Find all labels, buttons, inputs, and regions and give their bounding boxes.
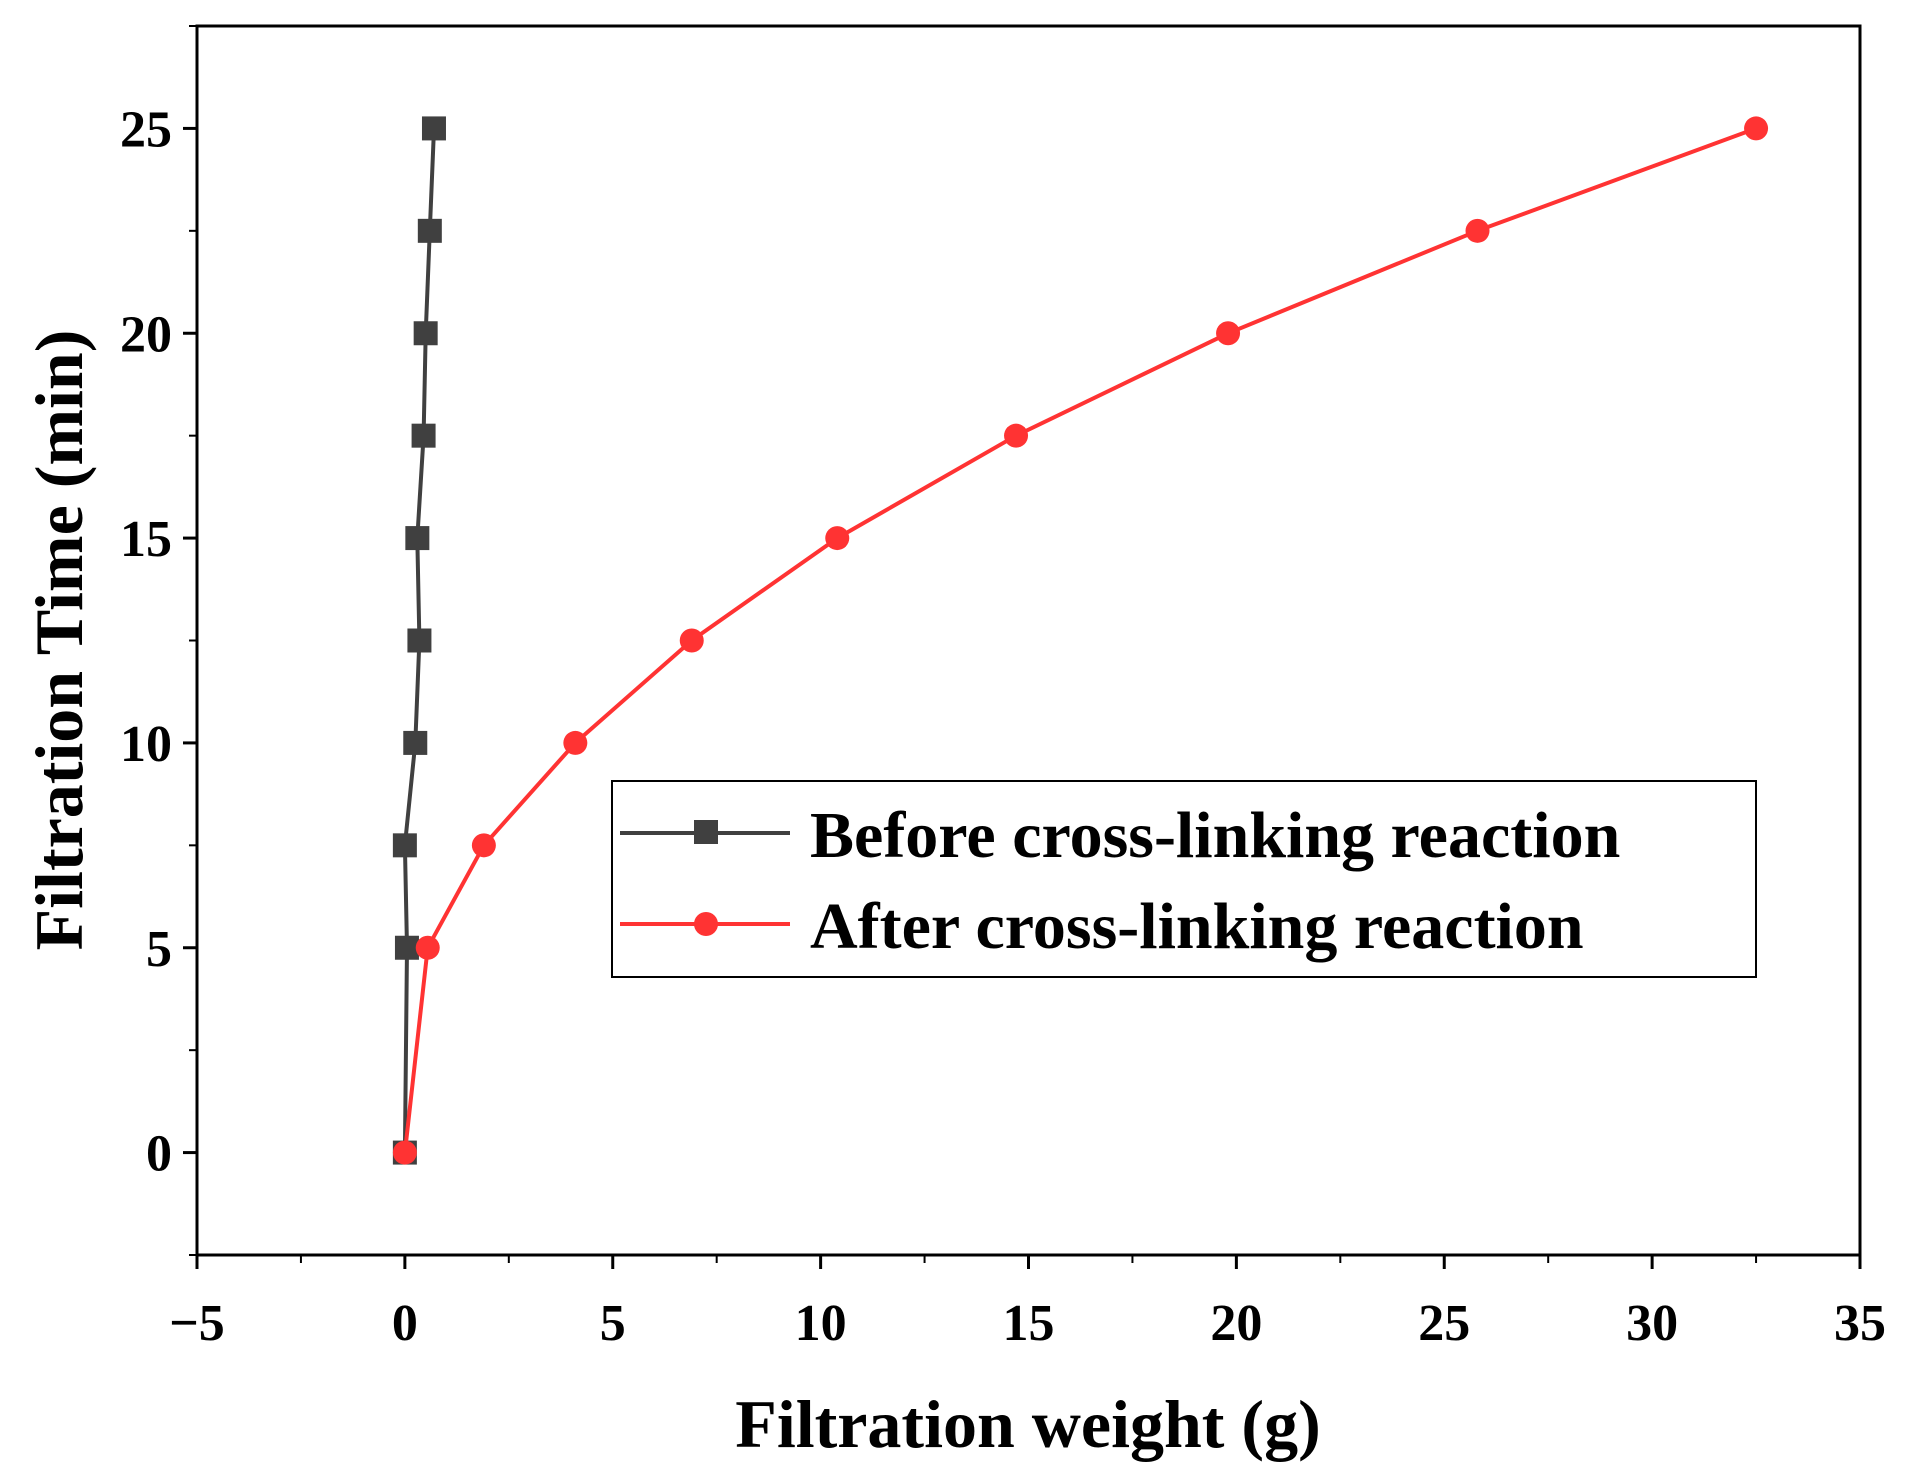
- data-point-after: [679, 628, 704, 653]
- y-tick-label: 5: [146, 921, 172, 978]
- data-point-after: [563, 730, 588, 755]
- x-tick-label: 10: [795, 1295, 847, 1352]
- x-tick-label: 0: [392, 1295, 418, 1352]
- legend: Before cross-linking reaction After cros…: [611, 780, 1757, 978]
- x-tick-label: 20: [1210, 1295, 1262, 1352]
- data-point-after: [1465, 218, 1490, 243]
- data-point-before: [421, 116, 446, 141]
- series-layer: [392, 116, 1769, 1165]
- y-tick-labels: 0 5 10 15 20 25: [120, 101, 172, 1182]
- data-point-before: [407, 628, 432, 653]
- data-point-before: [394, 935, 419, 960]
- x-tick-label: 35: [1834, 1295, 1886, 1352]
- x-tick-label: 25: [1418, 1295, 1470, 1352]
- data-point-before: [411, 423, 436, 448]
- data-point-after: [1004, 423, 1029, 448]
- data-point-before: [403, 730, 428, 755]
- data-point-after: [1744, 116, 1769, 141]
- data-point-after: [415, 935, 440, 960]
- data-point-before: [405, 526, 430, 551]
- x-tick-label: −5: [169, 1295, 225, 1352]
- legend-label-after: After cross-linking reaction: [810, 890, 1584, 963]
- data-point-before: [417, 218, 442, 243]
- data-point-before: [413, 321, 438, 346]
- y-tick-label: 20: [120, 306, 172, 363]
- data-point-before: [392, 833, 417, 858]
- legend-box: [611, 780, 1757, 978]
- series-line-after: [402, 126, 1757, 1153]
- legend-marker-after: [694, 912, 718, 936]
- data-point-after: [471, 833, 496, 858]
- x-tick-label: 15: [1003, 1295, 1055, 1352]
- data-point-after: [1216, 321, 1241, 346]
- y-tick-label: 15: [120, 511, 172, 568]
- y-tick-label: 0: [146, 1126, 172, 1183]
- data-point-after: [825, 526, 850, 551]
- legend-label-before: Before cross-linking reaction: [810, 799, 1620, 872]
- y-tick-label: 10: [120, 716, 172, 773]
- y-axis-title: Filtration Time (min): [21, 330, 97, 951]
- plot-frame: [195, 24, 1862, 1257]
- series-line-before: [402, 128, 436, 1153]
- axis-ticks: [183, 25, 1862, 1269]
- legend-marker-before: [694, 820, 718, 844]
- x-tick-labels: −5 0 5 10 15 20 25 30 35: [169, 1295, 1886, 1352]
- x-tick-label: 30: [1626, 1295, 1678, 1352]
- y-tick-label: 25: [120, 101, 172, 158]
- x-axis-title: Filtration weight (g): [735, 1386, 1320, 1462]
- data-point-after: [392, 1140, 417, 1165]
- x-tick-label: 5: [600, 1295, 626, 1352]
